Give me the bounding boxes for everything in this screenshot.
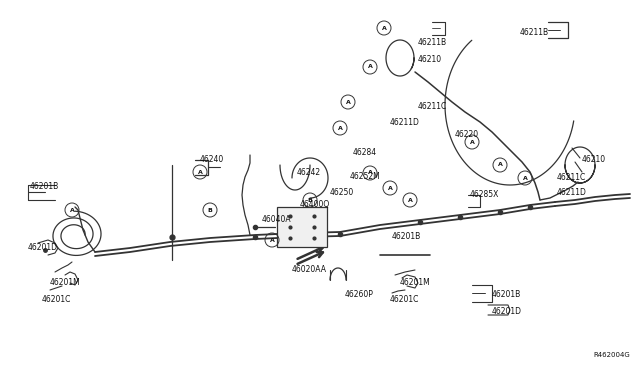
Text: 46220: 46220 bbox=[455, 130, 479, 139]
Text: 46400Q: 46400Q bbox=[300, 200, 330, 209]
Text: 46201C: 46201C bbox=[42, 295, 72, 304]
FancyBboxPatch shape bbox=[277, 207, 327, 247]
Text: A: A bbox=[269, 237, 275, 243]
Text: 46201D: 46201D bbox=[28, 243, 58, 252]
Text: 46201M: 46201M bbox=[50, 278, 81, 287]
Text: 46284: 46284 bbox=[353, 148, 377, 157]
Text: 46260P: 46260P bbox=[345, 290, 374, 299]
Text: 46252M: 46252M bbox=[350, 172, 381, 181]
Text: A: A bbox=[367, 170, 372, 176]
Text: 46211C: 46211C bbox=[557, 173, 586, 182]
Text: A: A bbox=[337, 125, 342, 131]
Text: 46211D: 46211D bbox=[390, 118, 420, 127]
Text: B: B bbox=[308, 198, 312, 202]
Text: A: A bbox=[346, 99, 351, 105]
Text: 46201B: 46201B bbox=[30, 182, 60, 191]
Text: A: A bbox=[388, 186, 392, 190]
Text: 46211D: 46211D bbox=[557, 188, 587, 197]
Text: 46210: 46210 bbox=[418, 55, 442, 64]
Text: A: A bbox=[381, 26, 387, 31]
Text: 46240: 46240 bbox=[200, 155, 224, 164]
Text: 46201C: 46201C bbox=[390, 295, 419, 304]
Text: A: A bbox=[523, 176, 527, 180]
Text: 46201M: 46201M bbox=[400, 278, 431, 287]
Text: 46211C: 46211C bbox=[418, 102, 447, 111]
Text: 46250: 46250 bbox=[330, 188, 355, 197]
Text: 46210: 46210 bbox=[582, 155, 606, 164]
Text: 46242: 46242 bbox=[297, 168, 321, 177]
Text: 46285X: 46285X bbox=[470, 190, 499, 199]
Text: 46020AA: 46020AA bbox=[292, 265, 327, 274]
Text: 46201B: 46201B bbox=[392, 232, 421, 241]
Text: A: A bbox=[497, 163, 502, 167]
Text: A: A bbox=[470, 140, 474, 144]
Text: 46201B: 46201B bbox=[492, 290, 521, 299]
Text: 46040A: 46040A bbox=[262, 215, 292, 224]
Text: 46201D: 46201D bbox=[492, 307, 522, 316]
Text: 46211B: 46211B bbox=[520, 28, 549, 37]
Text: A: A bbox=[367, 64, 372, 70]
Text: A: A bbox=[408, 198, 412, 202]
Text: A: A bbox=[70, 208, 74, 212]
Text: A: A bbox=[198, 170, 202, 174]
Text: R462004G: R462004G bbox=[593, 352, 630, 358]
Text: B: B bbox=[207, 208, 212, 212]
Text: 46211B: 46211B bbox=[418, 38, 447, 47]
